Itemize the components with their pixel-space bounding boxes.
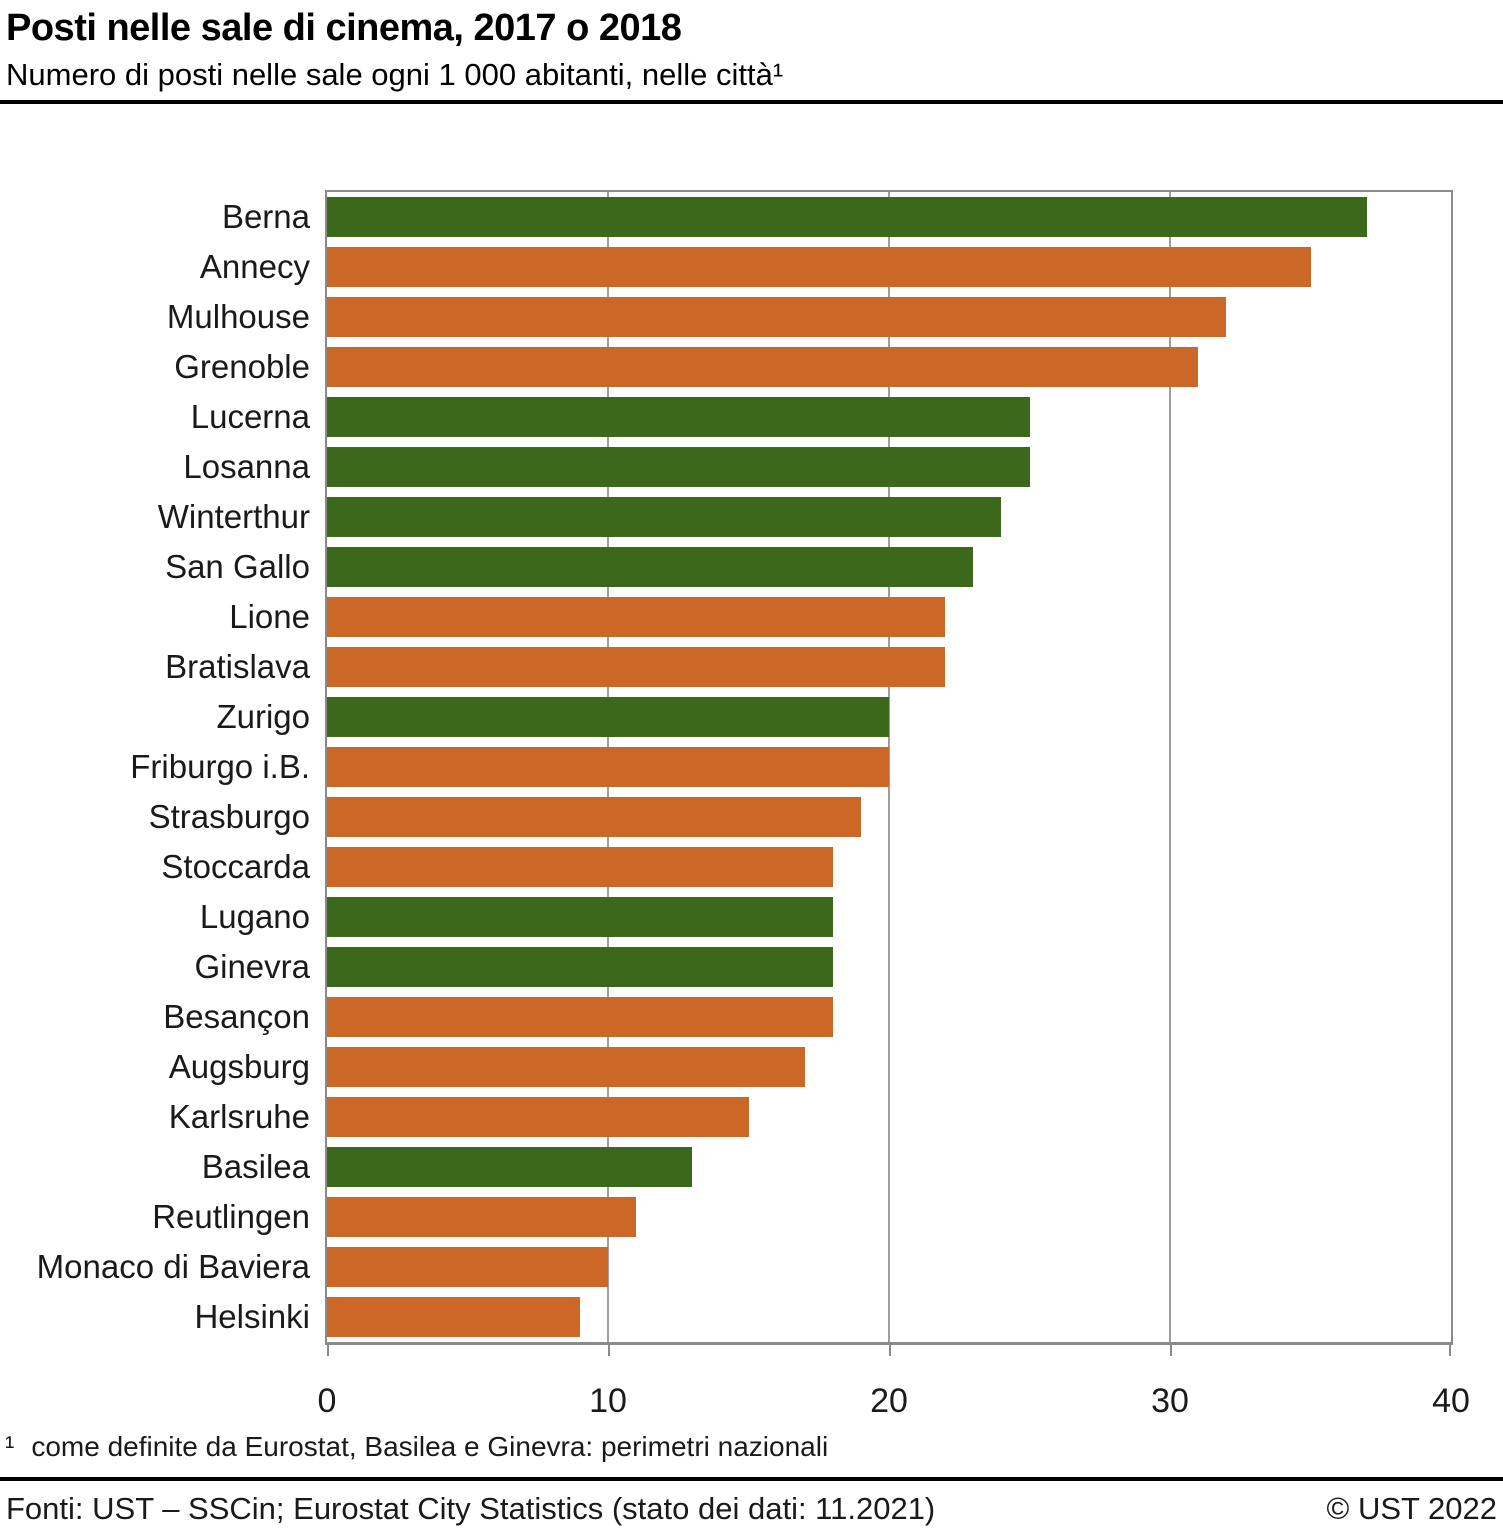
- bar: [327, 647, 946, 687]
- bar: [327, 247, 1311, 287]
- gridline: [1169, 192, 1171, 1342]
- bar: [327, 697, 889, 737]
- tick-label: 0: [317, 1382, 337, 1420]
- category-label: Zurigo: [216, 698, 310, 735]
- source-text: Fonti: UST – SSCin; Eurostat City Statis…: [6, 1491, 936, 1526]
- category-label: Mulhouse: [166, 298, 310, 335]
- category-label: Reutlingen: [152, 1198, 310, 1235]
- bar: [327, 847, 833, 887]
- category-label: Strasburgo: [148, 798, 310, 835]
- bar: [327, 197, 1367, 237]
- footnote-text: come definite da Eurostat, Basilea e Gin…: [31, 1431, 829, 1462]
- category-labels: Berna Annecy Mulhouse Grenoble Lucerna Losann…: [0, 192, 310, 1342]
- category-label: Augsburg: [168, 1048, 310, 1085]
- category-label: Lucerna: [190, 398, 310, 435]
- bar: [327, 747, 889, 787]
- tick-label: 20: [870, 1382, 908, 1420]
- tick-label: 30: [1151, 1382, 1189, 1420]
- gridline: [888, 192, 890, 1342]
- category-label: Lugano: [199, 898, 310, 935]
- plot-area: [325, 190, 1453, 1345]
- category-label: Helsinki: [194, 1298, 310, 1335]
- category-label: Stoccarda: [161, 848, 310, 885]
- bar-chart: Berna Annecy Mulhouse Grenoble Lucerna Losann…: [0, 190, 1503, 1450]
- tick-label: 10: [589, 1382, 627, 1420]
- tick-label: 40: [1432, 1382, 1470, 1420]
- category-label: Ginevra: [194, 948, 310, 985]
- bar: [327, 997, 833, 1037]
- chart-footer: Fonti: UST – SSCin; Eurostat City Statis…: [6, 1491, 1497, 1527]
- bar: [327, 1197, 637, 1237]
- footer-divider: [0, 1477, 1503, 1481]
- footnote: ¹ come definite da Eurostat, Basilea e Gi…: [5, 1431, 828, 1463]
- bar: [327, 447, 1030, 487]
- x-axis: 0 10 20 30 40: [318, 1345, 1470, 1445]
- bar: [327, 297, 1227, 337]
- category-label: Monaco di Baviera: [36, 1248, 310, 1285]
- bar: [327, 1247, 608, 1287]
- footnote-marker: ¹: [5, 1431, 15, 1462]
- category-label: Besançon: [163, 998, 310, 1035]
- chart-title: Posti nelle sale di cinema, 2017 o 2018: [6, 7, 682, 49]
- bar: [327, 1297, 580, 1337]
- bar: [327, 397, 1030, 437]
- axis-tick: [608, 1345, 610, 1356]
- category-label: Annecy: [199, 248, 310, 285]
- category-label: Lione: [229, 598, 310, 635]
- category-label: Berna: [221, 198, 310, 235]
- category-label: Bratislava: [165, 648, 310, 685]
- bar: [327, 1097, 749, 1137]
- category-label: Losanna: [183, 448, 310, 485]
- category-label: Grenoble: [174, 348, 310, 385]
- axis-tick: [1449, 1345, 1451, 1356]
- copyright-text: © UST 2022: [1326, 1491, 1497, 1526]
- bar: [327, 347, 1199, 387]
- header-divider: [0, 100, 1503, 104]
- bar: [327, 1047, 805, 1087]
- category-label: San Gallo: [165, 548, 310, 585]
- bar: [327, 897, 833, 937]
- chart-subtitle: Numero di posti nelle sale ogni 1 000 ab…: [6, 57, 784, 92]
- category-label: Friburgo i.B.: [130, 748, 310, 785]
- bar: [327, 547, 974, 587]
- bar: [327, 497, 1002, 537]
- category-label: Basilea: [201, 1148, 310, 1185]
- bar: [327, 797, 861, 837]
- bar: [327, 947, 833, 987]
- axis-tick: [1170, 1345, 1172, 1356]
- bar: [327, 597, 946, 637]
- axis-tick: [889, 1345, 891, 1356]
- category-label: Karlsruhe: [168, 1098, 310, 1135]
- category-label: Winterthur: [157, 498, 310, 535]
- bar: [327, 1147, 693, 1187]
- axis-tick: [327, 1345, 329, 1356]
